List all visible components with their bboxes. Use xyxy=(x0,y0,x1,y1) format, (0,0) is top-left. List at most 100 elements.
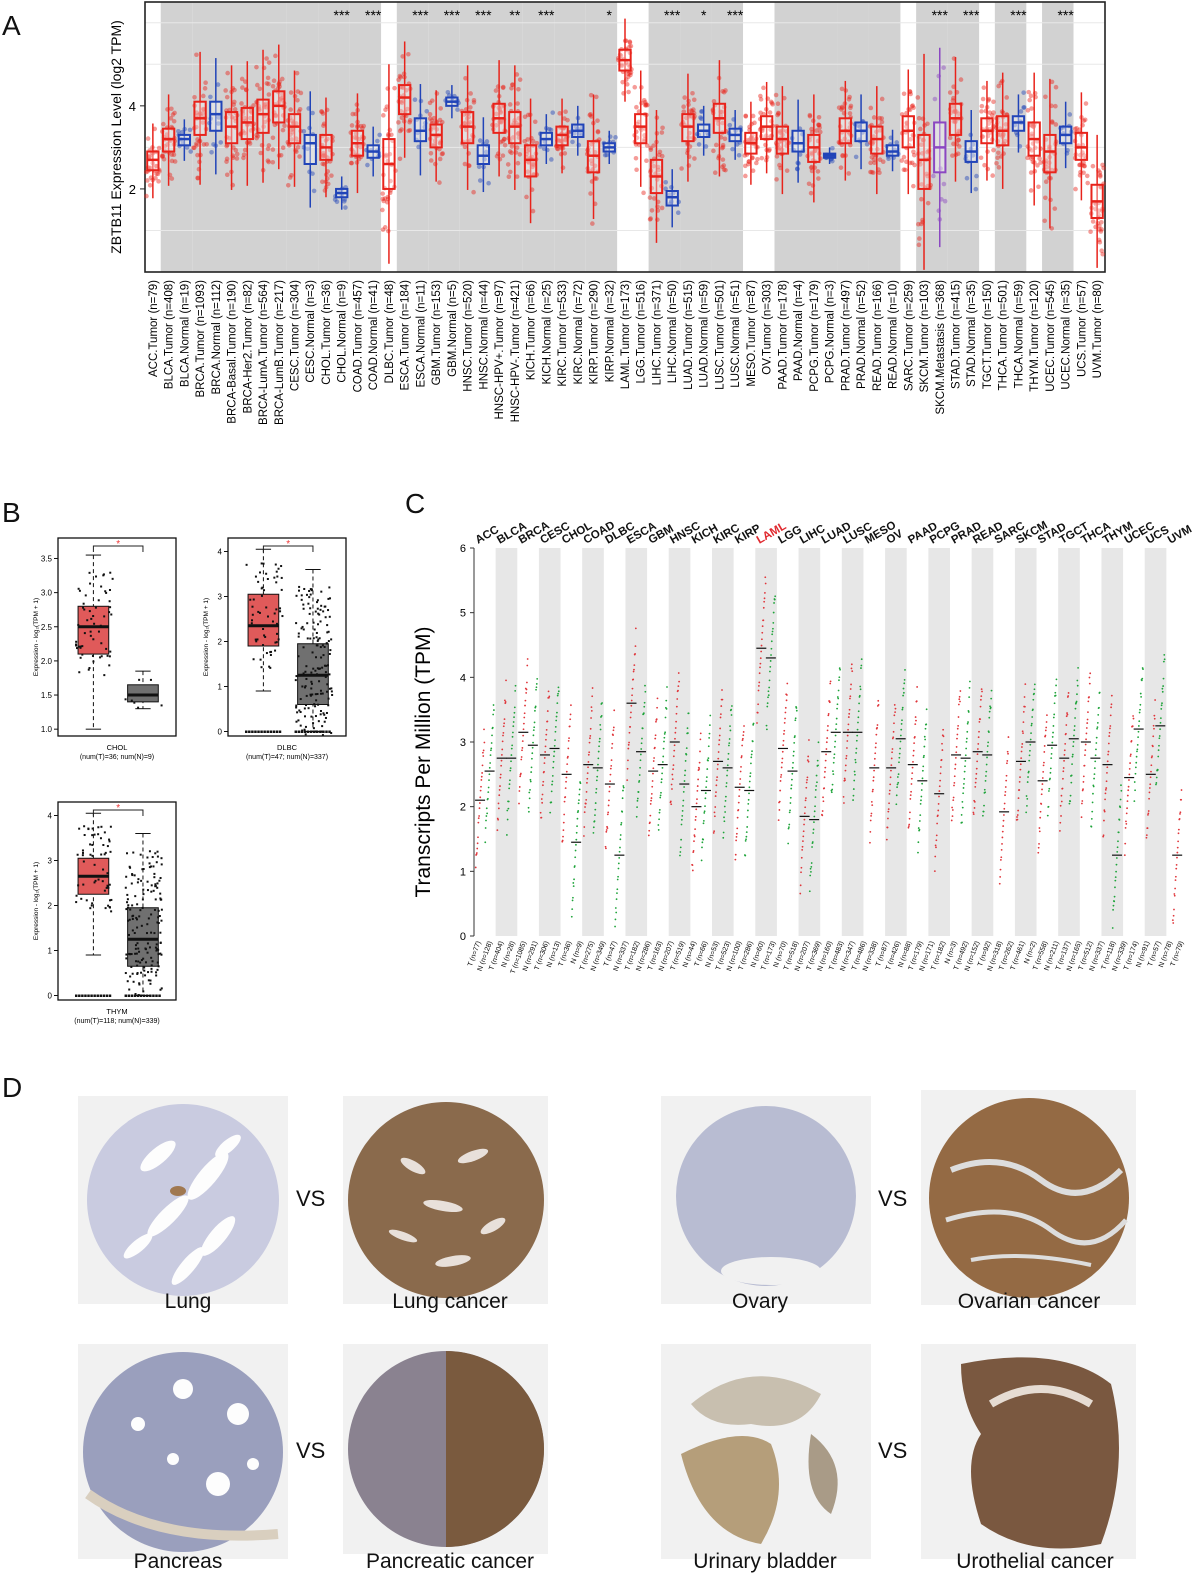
point-c xyxy=(1065,732,1067,735)
point-c xyxy=(869,841,871,844)
point-c xyxy=(966,722,969,725)
point-c xyxy=(718,739,721,741)
point-b xyxy=(320,656,323,659)
point-c xyxy=(765,728,768,731)
point-c xyxy=(957,724,960,727)
point-c xyxy=(902,691,905,694)
point-c xyxy=(508,787,511,790)
dist-c xyxy=(518,658,529,805)
point-a xyxy=(877,170,882,176)
point-b xyxy=(155,861,158,864)
point-b xyxy=(319,730,322,733)
point-b xyxy=(108,655,111,658)
point-c xyxy=(661,766,664,769)
point-c xyxy=(570,915,573,918)
point-c xyxy=(856,728,859,731)
point-c xyxy=(977,736,980,739)
point-c xyxy=(896,786,898,788)
point-b xyxy=(310,715,313,718)
point-c xyxy=(505,834,508,836)
ytick-label-c: 2 xyxy=(460,802,466,814)
point-b xyxy=(275,730,279,733)
point-b xyxy=(140,971,143,974)
point-c xyxy=(593,820,596,823)
point-c xyxy=(1139,692,1142,695)
point-a xyxy=(507,102,513,107)
point-b xyxy=(260,562,263,565)
point-c xyxy=(478,802,481,804)
point-a xyxy=(169,152,175,157)
xtick-label-a: UVM.Tumor (n=80) xyxy=(1092,280,1104,378)
point-b xyxy=(104,590,107,593)
xtick-label-a: HNSC-HPV-.Tumor (n=421) xyxy=(510,280,522,423)
point-b xyxy=(141,906,144,909)
point-c xyxy=(703,810,706,813)
point-a xyxy=(392,85,397,91)
point-c xyxy=(675,705,678,708)
point-a xyxy=(777,130,783,135)
point-b xyxy=(156,855,159,858)
point-a xyxy=(517,152,523,157)
point-a xyxy=(297,107,303,112)
point-c xyxy=(806,779,808,781)
point-c xyxy=(521,740,524,743)
frame-a xyxy=(144,1,1106,273)
point-c xyxy=(490,747,493,750)
point-b xyxy=(318,680,321,683)
point-b xyxy=(136,918,139,921)
xtick-label-a: STAD.Tumor (n=415) xyxy=(950,280,962,389)
point-c xyxy=(1031,716,1034,718)
point-a xyxy=(305,146,310,152)
box-a-44 xyxy=(836,80,854,181)
point-c xyxy=(1151,755,1154,757)
point-c xyxy=(842,796,845,798)
band-a-3 xyxy=(318,2,350,272)
point-c xyxy=(852,794,855,797)
point-c xyxy=(1018,789,1021,791)
dist-c xyxy=(808,741,820,893)
point-b xyxy=(301,625,304,628)
point-a xyxy=(530,164,535,170)
point-c xyxy=(584,802,587,805)
point-a xyxy=(719,145,725,151)
point-c xyxy=(598,740,601,743)
point-a xyxy=(908,136,913,142)
point-c xyxy=(518,790,521,792)
point-a xyxy=(768,99,774,105)
point-c xyxy=(660,778,663,781)
point-b xyxy=(155,949,158,952)
point-a xyxy=(698,115,703,120)
point-c xyxy=(802,830,805,833)
point-c xyxy=(921,769,924,772)
dist-c xyxy=(1080,672,1092,819)
point-c xyxy=(912,760,914,763)
tissue-core-ovary xyxy=(676,1106,856,1286)
point-a xyxy=(663,186,668,192)
point-c xyxy=(1069,800,1072,803)
point-c xyxy=(760,650,763,653)
point-c xyxy=(485,819,487,822)
point-c xyxy=(513,716,515,719)
point-a xyxy=(265,158,271,163)
point-c xyxy=(698,768,701,770)
point-b xyxy=(300,730,304,733)
tissue-image-pancreas xyxy=(78,1344,288,1559)
point-c xyxy=(595,779,598,782)
point-a xyxy=(462,120,468,126)
point-a xyxy=(911,149,916,155)
point-c xyxy=(887,808,890,811)
point-c xyxy=(950,819,953,822)
point-a xyxy=(818,129,823,135)
sig-label-b: * xyxy=(116,539,120,550)
point-a xyxy=(870,170,876,175)
point-c xyxy=(1129,762,1131,764)
point-c xyxy=(942,728,945,731)
point-c xyxy=(1063,749,1066,752)
point-c xyxy=(1021,743,1024,745)
point-c xyxy=(893,704,896,706)
point-a xyxy=(319,109,325,115)
point-c xyxy=(713,830,716,833)
point-c xyxy=(921,782,924,785)
point-b xyxy=(255,640,258,643)
point-c xyxy=(553,750,556,753)
